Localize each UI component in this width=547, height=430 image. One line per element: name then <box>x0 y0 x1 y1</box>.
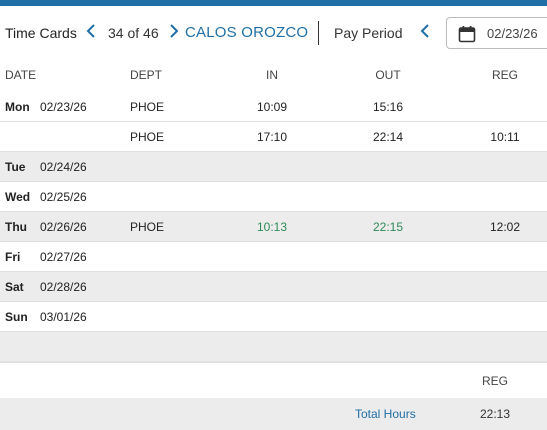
totals-header: REG <box>0 362 547 398</box>
totals-reg-label: REG <box>481 374 509 388</box>
pay-period-label: Pay Period <box>334 25 403 41</box>
table-row[interactable]: Sat 02/28/26 <box>0 272 547 302</box>
table-row[interactable]: Tue 02/24/26 <box>0 152 547 182</box>
row-day: Thu <box>5 220 27 234</box>
row-day: Tue <box>5 160 26 174</box>
total-hours-value: 22:13 <box>479 407 511 421</box>
row-dept: PHOE <box>130 220 165 234</box>
column-date: DATE <box>5 68 37 82</box>
total-hours-label: Total Hours <box>355 407 416 421</box>
row-dept: PHOE <box>130 130 165 144</box>
top-accent-bar <box>0 0 547 6</box>
row-out[interactable]: 22:14 <box>372 130 404 144</box>
row-in[interactable]: 17:10 <box>256 130 288 144</box>
employee-name[interactable]: CALOS OROZCO <box>185 24 309 41</box>
row-in[interactable]: 10:09 <box>256 100 288 114</box>
table-header: DATE DEPT IN OUT REG <box>0 56 547 92</box>
header-divider <box>318 21 319 45</box>
row-reg: 10:11 <box>490 130 520 144</box>
row-date: 02/26/26 <box>40 220 87 234</box>
row-day: Sat <box>5 280 24 294</box>
row-day: Fri <box>5 250 21 264</box>
table-row[interactable]: Wed 02/25/26 <box>0 182 547 212</box>
row-date: 02/27/26 <box>40 250 87 264</box>
row-reg: 12:02 <box>489 220 521 234</box>
column-in: IN <box>266 68 278 82</box>
row-date: 02/25/26 <box>40 190 87 204</box>
row-out[interactable]: 15:16 <box>372 100 404 114</box>
pay-period-date-value: 02/23/26 <box>487 26 538 41</box>
row-date: 03/01/26 <box>40 310 87 324</box>
table-row[interactable] <box>0 332 547 362</box>
calendar-icon[interactable] <box>458 25 476 48</box>
table-row[interactable]: Fri 02/27/26 <box>0 242 547 272</box>
row-out[interactable]: 22:15 <box>372 220 404 234</box>
column-reg: REG <box>491 68 519 82</box>
column-dept: DEPT <box>130 68 163 82</box>
row-day: Wed <box>5 190 31 204</box>
row-date: 02/23/26 <box>40 100 87 114</box>
chevron-left-icon[interactable] <box>86 23 96 39</box>
table-row[interactable]: Thu 02/26/26 PHOE 10:13 22:15 12:02 <box>0 212 547 242</box>
row-in[interactable]: 10:13 <box>256 220 288 234</box>
row-dept: PHOE <box>130 100 165 114</box>
table-row[interactable]: Sun 03/01/26 <box>0 302 547 332</box>
pay-period-prev-icon[interactable] <box>420 23 430 39</box>
row-date: 02/28/26 <box>40 280 87 294</box>
page-title: Time Cards <box>5 25 77 41</box>
row-day: Sun <box>5 310 28 324</box>
row-date: 02/24/26 <box>40 160 87 174</box>
table-row[interactable]: PHOE 17:10 22:14 10:11 <box>0 122 547 152</box>
header-toolbar: Time Cards 34 of 46 CALOS OROZCO Pay Per… <box>0 6 547 56</box>
totals-row: Total Hours 22:13 <box>0 398 547 430</box>
row-day: Mon <box>5 100 30 114</box>
pay-period-date-field[interactable]: 02/23/26 <box>446 17 547 49</box>
chevron-right-icon[interactable] <box>169 23 179 39</box>
table-row[interactable]: Mon 02/23/26 PHOE 10:09 15:16 <box>0 92 547 122</box>
column-out: OUT <box>375 68 401 82</box>
record-counter: 34 of 46 <box>108 25 159 41</box>
